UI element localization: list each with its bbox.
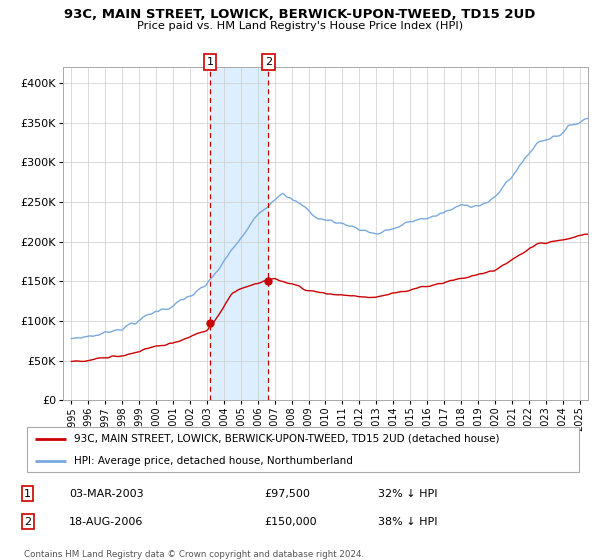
Text: 38% ↓ HPI: 38% ↓ HPI [378,517,437,527]
Text: 2: 2 [24,517,31,527]
Text: 18-AUG-2006: 18-AUG-2006 [69,517,143,527]
Text: HPI: Average price, detached house, Northumberland: HPI: Average price, detached house, Nort… [74,456,353,466]
Text: 1: 1 [206,57,214,67]
Text: 1: 1 [24,489,31,499]
Text: £97,500: £97,500 [264,489,310,499]
Text: 93C, MAIN STREET, LOWICK, BERWICK-UPON-TWEED, TD15 2UD (detached house): 93C, MAIN STREET, LOWICK, BERWICK-UPON-T… [74,434,500,444]
Text: Contains HM Land Registry data © Crown copyright and database right 2024.
This d: Contains HM Land Registry data © Crown c… [24,550,364,560]
FancyBboxPatch shape [27,427,579,472]
Text: 03-MAR-2003: 03-MAR-2003 [69,489,143,499]
Text: 32% ↓ HPI: 32% ↓ HPI [378,489,437,499]
Text: 2: 2 [265,57,272,67]
Text: Price paid vs. HM Land Registry's House Price Index (HPI): Price paid vs. HM Land Registry's House … [137,21,463,31]
Text: £150,000: £150,000 [264,517,317,527]
Text: 93C, MAIN STREET, LOWICK, BERWICK-UPON-TWEED, TD15 2UD: 93C, MAIN STREET, LOWICK, BERWICK-UPON-T… [64,8,536,21]
Bar [210,67,268,400]
